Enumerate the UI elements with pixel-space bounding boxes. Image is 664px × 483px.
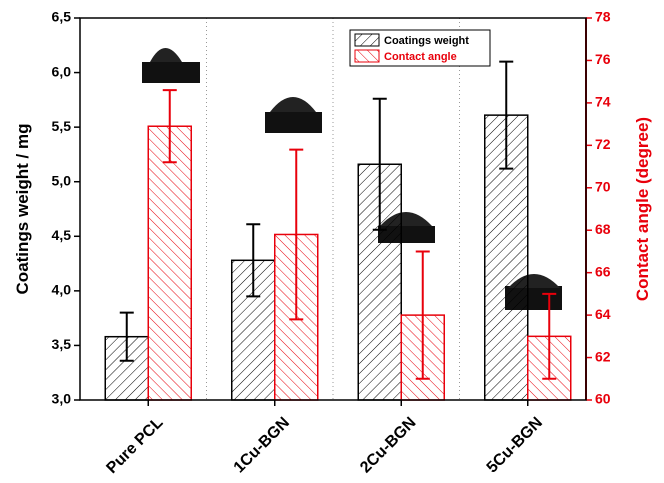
y2-axis-title: Contact angle (degree) bbox=[633, 117, 652, 301]
y-axis-title: Coatings weight / mg bbox=[13, 124, 32, 295]
chart: 3,0 3,5 4,0 4,5 5,0 5,5 6,0 6,5 60 62 64 66 68 70 72 74… bbox=[0, 0, 664, 478]
y-tick-label: 3,5 bbox=[52, 336, 72, 352]
y2-tick-label: 72 bbox=[595, 136, 611, 152]
y2-tick-label: 62 bbox=[595, 348, 611, 364]
y-tick-label: 6,5 bbox=[52, 9, 72, 25]
y-tick-label: 6,0 bbox=[52, 63, 72, 79]
y-tick-label: 4,0 bbox=[52, 282, 72, 298]
x-tick-label: 2Cu-BGN bbox=[357, 414, 419, 476]
y2-tick-label: 64 bbox=[595, 306, 611, 322]
bar bbox=[148, 126, 191, 400]
y2-tick-label: 68 bbox=[595, 221, 611, 237]
legend-label: Coatings weight bbox=[384, 35, 469, 47]
legend-swatch bbox=[355, 50, 379, 62]
y2-tick-label: 74 bbox=[595, 94, 611, 110]
y2-tick-label: 78 bbox=[595, 9, 611, 25]
y-tick-label: 4,5 bbox=[52, 227, 72, 243]
y2-tick-label: 70 bbox=[595, 178, 611, 194]
x-tick-label: Pure PCL bbox=[103, 414, 166, 477]
legend-swatch bbox=[355, 34, 379, 46]
legend: Coatings weight Contact angle bbox=[350, 30, 490, 66]
legend-label: Contact angle bbox=[384, 51, 457, 63]
y2-tick-label: 66 bbox=[595, 263, 611, 279]
y-tick-label: 3,0 bbox=[52, 391, 72, 407]
y-tick-label: 5,0 bbox=[52, 172, 72, 188]
y2-tick-label: 60 bbox=[595, 391, 611, 407]
x-tick-label: 1Cu-BGN bbox=[231, 414, 293, 476]
x-tick-label: 5Cu-BGN bbox=[484, 414, 546, 476]
y-tick-label: 5,5 bbox=[52, 118, 72, 134]
y2-tick-label: 76 bbox=[595, 51, 611, 67]
